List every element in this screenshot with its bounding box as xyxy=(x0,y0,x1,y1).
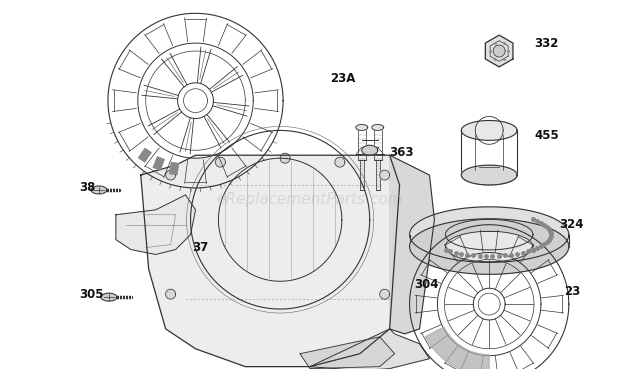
Polygon shape xyxy=(410,207,569,262)
Text: 38: 38 xyxy=(79,181,95,195)
Text: 305: 305 xyxy=(79,287,104,301)
Polygon shape xyxy=(493,45,505,57)
Text: 304: 304 xyxy=(415,278,439,291)
Text: 37: 37 xyxy=(193,241,209,254)
Polygon shape xyxy=(141,155,400,367)
Polygon shape xyxy=(335,157,345,167)
Text: 23: 23 xyxy=(564,285,580,298)
Polygon shape xyxy=(356,124,368,130)
Text: 332: 332 xyxy=(534,37,559,50)
Polygon shape xyxy=(461,165,517,185)
Text: 363: 363 xyxy=(389,146,414,159)
Bar xyxy=(153,157,165,171)
Polygon shape xyxy=(379,289,389,299)
Text: 455: 455 xyxy=(534,129,559,142)
Text: 23A: 23A xyxy=(330,72,355,85)
Polygon shape xyxy=(215,157,226,167)
Polygon shape xyxy=(379,170,389,180)
Polygon shape xyxy=(485,35,513,67)
Polygon shape xyxy=(166,170,175,180)
Polygon shape xyxy=(166,289,175,299)
Polygon shape xyxy=(310,329,430,370)
Polygon shape xyxy=(361,145,378,155)
Polygon shape xyxy=(91,186,107,194)
Polygon shape xyxy=(445,231,533,262)
Bar xyxy=(138,148,151,162)
Polygon shape xyxy=(425,327,489,370)
Polygon shape xyxy=(445,219,533,250)
Polygon shape xyxy=(101,293,117,301)
Polygon shape xyxy=(280,153,290,163)
Text: 324: 324 xyxy=(559,218,583,231)
Polygon shape xyxy=(116,195,195,255)
Polygon shape xyxy=(461,121,517,140)
Polygon shape xyxy=(372,124,384,130)
Polygon shape xyxy=(300,337,394,369)
Polygon shape xyxy=(410,219,569,274)
Polygon shape xyxy=(389,155,435,334)
Text: eReplacementParts.com: eReplacementParts.com xyxy=(216,192,404,208)
Bar xyxy=(169,162,179,175)
